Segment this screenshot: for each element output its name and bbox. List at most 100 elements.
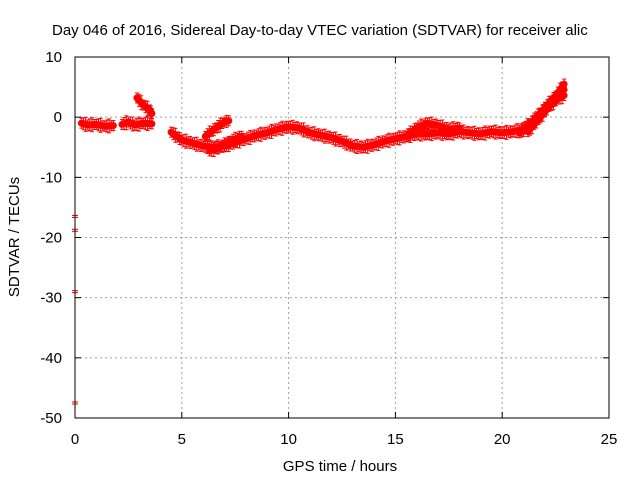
y-tick-label: -20	[40, 230, 62, 247]
data-point	[480, 127, 485, 141]
data-point	[382, 135, 387, 147]
x-tick-label: 0	[71, 431, 79, 448]
data-point	[310, 126, 315, 140]
data-point	[314, 128, 319, 140]
data-point	[96, 118, 101, 132]
data-point	[318, 129, 323, 141]
data-point	[489, 126, 494, 138]
data-point	[284, 120, 289, 134]
series-segment	[201, 114, 233, 142]
data-point	[461, 124, 466, 140]
data-point	[269, 123, 274, 139]
data-point	[491, 125, 496, 139]
y-tick-label: 0	[54, 109, 62, 126]
data-point	[545, 101, 550, 113]
data-point	[425, 128, 430, 140]
data-point	[448, 122, 453, 136]
data-point	[226, 115, 231, 127]
data-point	[470, 126, 475, 140]
data-point	[290, 119, 295, 135]
x-axis-label: GPS time / hours	[283, 458, 397, 475]
data-point	[391, 132, 396, 146]
x-tick-label: 5	[178, 431, 186, 448]
data-point	[203, 130, 208, 142]
data-point	[359, 140, 364, 154]
data-point	[540, 104, 545, 118]
data-point	[397, 130, 402, 146]
data-point	[312, 126, 317, 142]
data-point	[523, 122, 528, 134]
data-point	[562, 83, 567, 95]
data-point	[457, 122, 462, 134]
data-point	[527, 118, 532, 130]
data-point	[431, 119, 436, 131]
data-point	[525, 119, 530, 133]
x-tick-label: 15	[387, 431, 404, 448]
data-point	[194, 136, 199, 152]
data-point	[440, 119, 445, 135]
data-point	[406, 128, 411, 142]
data-point	[483, 125, 488, 141]
data-point	[295, 121, 300, 135]
data-point	[513, 124, 518, 138]
data-point	[124, 115, 129, 131]
data-point	[107, 118, 112, 134]
data-point	[149, 108, 154, 120]
data-point	[389, 134, 394, 146]
data-point	[487, 125, 492, 139]
data-point	[427, 117, 432, 131]
data-point	[453, 122, 458, 134]
data-point	[263, 126, 268, 140]
data-point	[352, 139, 357, 153]
series-segment	[402, 116, 463, 142]
data-point	[137, 116, 142, 132]
data-point	[256, 128, 261, 142]
data-point	[350, 140, 355, 152]
data-point	[216, 119, 221, 133]
data-point	[98, 117, 103, 133]
grid	[75, 57, 609, 418]
data-point	[478, 128, 483, 140]
y-tick-label: -10	[40, 169, 62, 186]
chart-title: Day 046 of 2016, Sidereal Day-to-day VTE…	[52, 22, 588, 39]
data-point	[134, 118, 139, 132]
series-segment	[206, 130, 246, 157]
y-tick-label: 10	[45, 49, 62, 66]
data-point	[134, 92, 139, 104]
data-point	[412, 123, 417, 137]
data-point	[495, 126, 500, 138]
data-point	[87, 118, 92, 132]
data-point	[278, 122, 283, 136]
data-point	[369, 138, 374, 152]
data-series	[72, 78, 568, 405]
data-point	[327, 130, 332, 144]
data-point	[429, 116, 434, 132]
data-point	[393, 133, 398, 145]
data-point	[288, 120, 293, 134]
data-point	[404, 130, 409, 142]
x-tick-label: 25	[601, 431, 618, 448]
data-point	[386, 132, 391, 148]
data-point	[130, 116, 135, 132]
y-tick-label: -40	[40, 350, 62, 367]
data-point	[171, 127, 176, 141]
data-point	[538, 108, 543, 120]
data-point	[530, 115, 535, 129]
data-point	[344, 135, 349, 151]
data-point	[132, 119, 137, 131]
data-point	[220, 117, 225, 129]
data-point	[455, 121, 460, 135]
data-point	[557, 87, 562, 101]
data-point	[102, 120, 107, 132]
data-point	[549, 97, 554, 109]
x-tick-label: 10	[280, 431, 297, 448]
series-sdtvar	[72, 78, 568, 405]
data-point	[485, 127, 490, 139]
data-point	[90, 117, 95, 133]
data-point	[325, 131, 330, 143]
data-point	[333, 131, 338, 147]
data-point	[536, 109, 541, 123]
data-point	[260, 128, 265, 140]
data-point	[519, 124, 524, 138]
series-segment	[77, 116, 117, 134]
